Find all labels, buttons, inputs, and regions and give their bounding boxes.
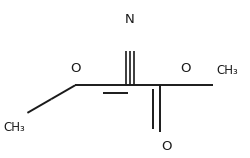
Text: CH₃: CH₃ bbox=[217, 64, 238, 77]
Text: N: N bbox=[125, 13, 135, 26]
Text: CH₃: CH₃ bbox=[4, 121, 25, 134]
Text: O: O bbox=[180, 62, 190, 75]
Text: O: O bbox=[70, 62, 80, 75]
Text: O: O bbox=[161, 140, 171, 153]
